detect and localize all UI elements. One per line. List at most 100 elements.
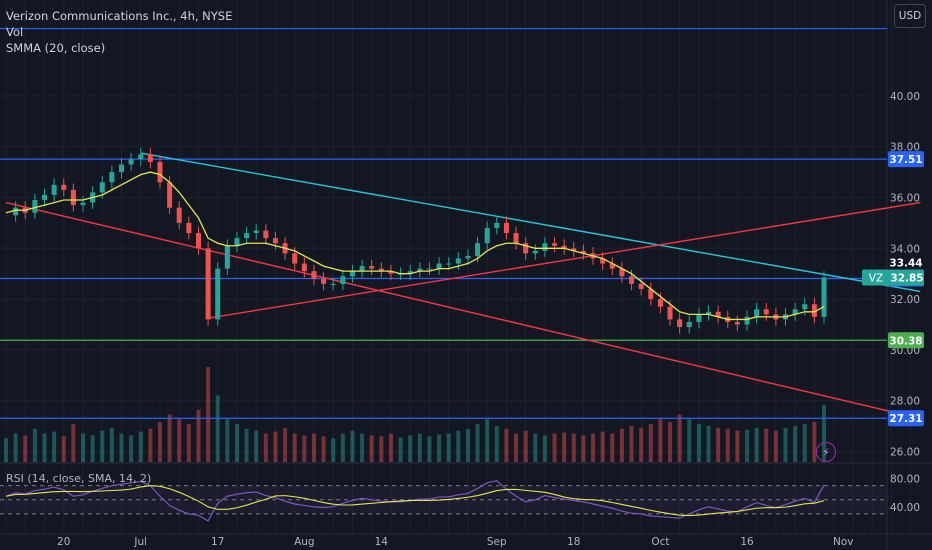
volume-bar [215, 395, 220, 462]
candle-body [754, 309, 760, 317]
volume-bar [552, 433, 557, 462]
candle-body [272, 238, 278, 244]
candle-body [311, 271, 317, 279]
volume-bar [542, 435, 547, 462]
horizontal-levels [0, 27, 887, 419]
volume-bar [321, 436, 326, 462]
volume-bar [379, 436, 384, 462]
price-tag-label: 33.44 [889, 258, 922, 270]
volume-bar [754, 427, 759, 462]
rsi-ma-series [5, 485, 825, 517]
level-price-tag [888, 151, 924, 168]
volume-bar [32, 428, 37, 462]
volume-bar [427, 436, 432, 462]
volume-bars [4, 367, 826, 462]
price-tick-label: 40.00 [890, 91, 920, 103]
rsi-pane [0, 480, 887, 522]
candle-body [32, 200, 38, 213]
volume-bar [167, 414, 172, 462]
volume-bar [340, 433, 345, 462]
volume-bar [619, 428, 624, 462]
volume-bar [388, 433, 393, 462]
volume-bar [283, 427, 288, 462]
candle-body [359, 266, 365, 272]
volume-bar [658, 419, 663, 462]
price-tick-label: 38.00 [890, 142, 920, 154]
volume-bar [52, 431, 57, 462]
candle-body [349, 271, 355, 277]
volume-bar [254, 430, 259, 462]
lightning-icon[interactable]: ⚡ [816, 442, 836, 462]
candle-body [465, 255, 471, 259]
volume-bar [225, 419, 230, 462]
candle-body [600, 258, 606, 264]
price-tick-label: 36.00 [890, 192, 920, 204]
volume-bar [456, 430, 461, 462]
candle-body [13, 207, 19, 216]
candle-body [70, 189, 76, 206]
candle-body [503, 222, 509, 234]
candle-body [369, 266, 375, 269]
rsi-tick-label: 80.00 [890, 474, 920, 486]
candle-body [215, 268, 221, 320]
candle-body [195, 233, 201, 249]
candle-body [176, 207, 182, 223]
volume-bar [360, 433, 365, 462]
volume-bar [571, 433, 576, 462]
volume-bar [629, 425, 634, 462]
candle-body [532, 250, 538, 254]
candle-body [494, 222, 500, 228]
candle-body [388, 271, 394, 274]
candle-body [648, 288, 654, 300]
volume-bar [100, 430, 105, 462]
level-price-tag [888, 410, 924, 427]
candle-body [426, 268, 432, 270]
candle-body [51, 184, 57, 195]
volume-bar [668, 422, 673, 462]
volume-bar [119, 433, 124, 462]
volume-bar [398, 437, 403, 462]
volume-bar [716, 427, 721, 462]
level-price-label: 27.31 [889, 413, 922, 425]
volume-bar [600, 431, 605, 462]
volume-bar [706, 425, 711, 462]
candle-body [378, 268, 384, 272]
candle-body [446, 263, 452, 265]
currency-button[interactable]: USD [894, 4, 926, 28]
volume-bar [408, 435, 413, 462]
candle-body [734, 321, 740, 325]
time-tick-label: Jul [133, 536, 147, 548]
candle-body [696, 314, 702, 322]
volume-bar [802, 424, 807, 462]
candle-body [744, 316, 750, 325]
candle-body [821, 277, 827, 317]
candle-body [552, 243, 558, 246]
ticker-label: VZ [869, 273, 883, 285]
rsi-legend-label[interactable]: RSI (14, close, SMA, 14, 2) [6, 472, 152, 485]
candle-body [244, 233, 250, 239]
volume-bar [42, 433, 47, 462]
volume-bar [331, 438, 336, 462]
level-price-label: 30.38 [889, 335, 922, 347]
candle-body [561, 245, 567, 249]
volume-bar [591, 433, 596, 462]
last-price-label: 32.85 [890, 273, 923, 285]
volume-bar [350, 430, 355, 462]
candle-body [61, 184, 67, 190]
candle-body [167, 182, 173, 208]
volume-bar [71, 424, 76, 462]
candle-body [407, 271, 413, 274]
time-axis: 20 Jul 17 Aug 14 Sep 18 Oct 16 Nov [57, 536, 853, 548]
candle-body [571, 248, 577, 251]
candle-body [513, 233, 519, 244]
trendlines [5, 152, 921, 420]
rsi-series [5, 480, 825, 522]
volume-bar [157, 422, 162, 462]
candle-body [186, 222, 192, 234]
volume-bar [793, 425, 798, 462]
time-tick-label: Oct [651, 536, 669, 548]
candle-body [580, 250, 586, 254]
candle-body [118, 164, 124, 173]
candle-body [340, 276, 346, 284]
